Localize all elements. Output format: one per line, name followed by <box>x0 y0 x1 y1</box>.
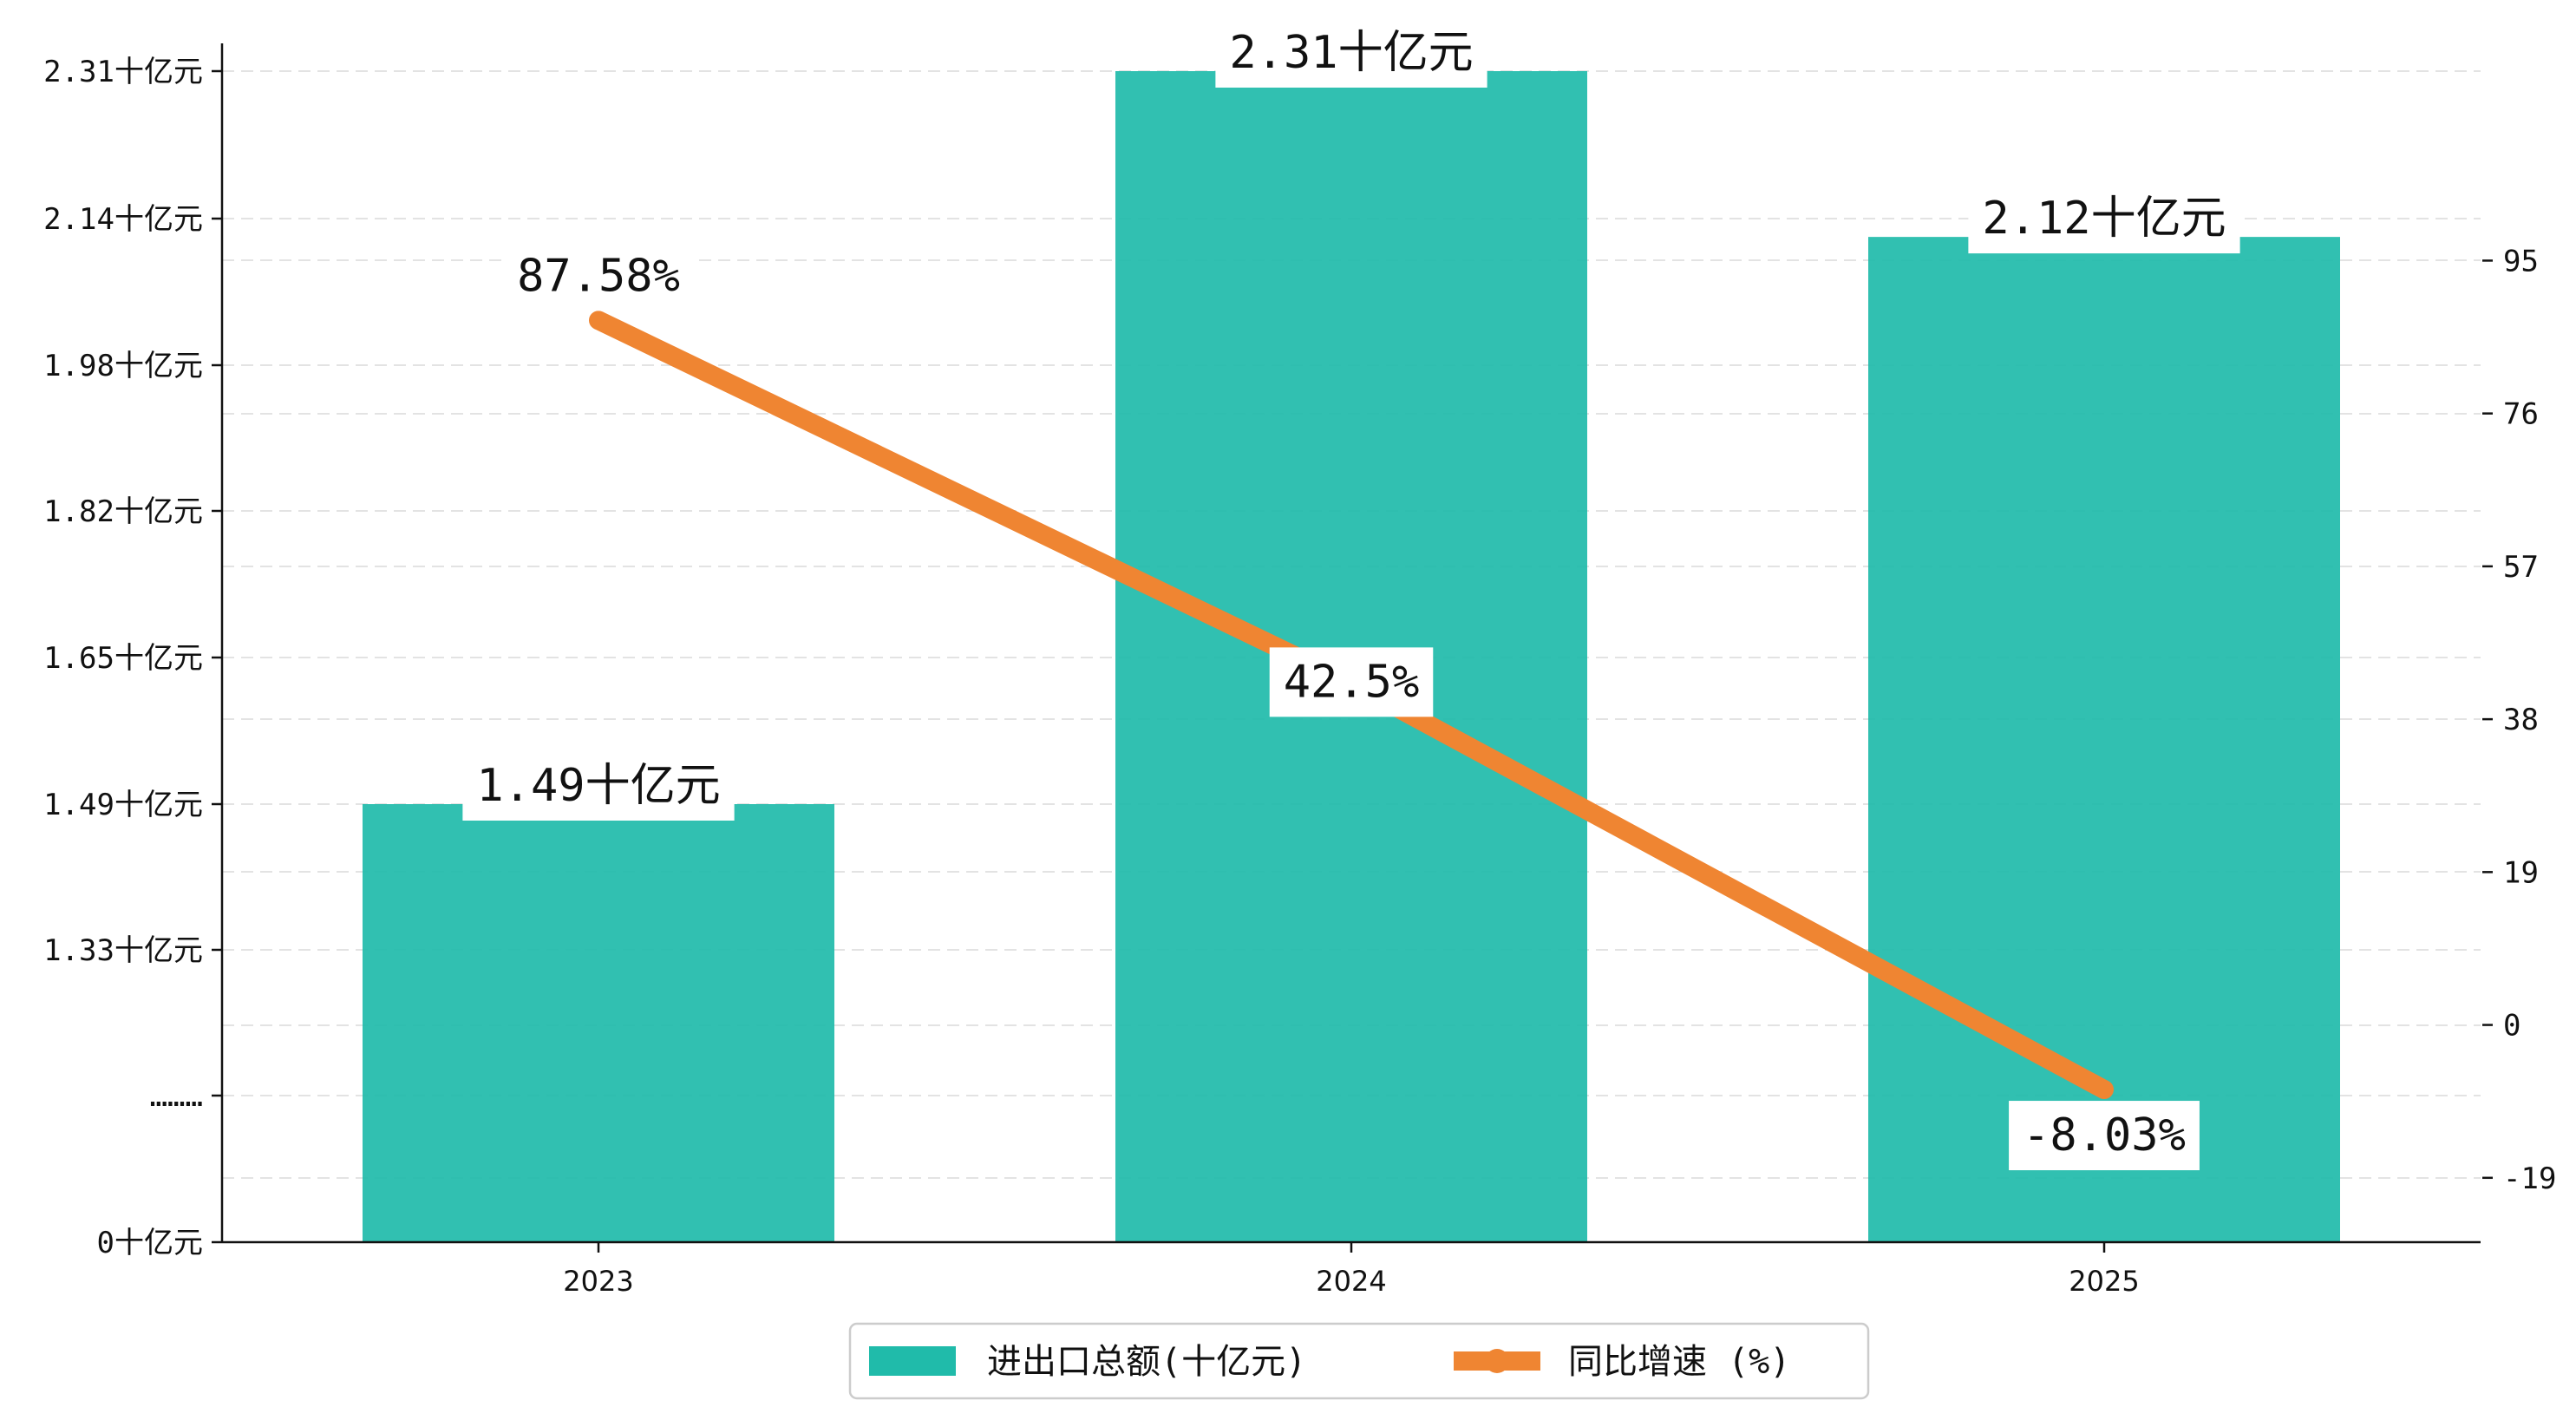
x-tick-label-2024: 2024 <box>1316 1265 1386 1298</box>
bar-value-label-2024: 2.31十亿元 <box>1215 18 1487 88</box>
bar-value-label-2025-box <box>1968 184 2240 254</box>
bar-2023 <box>363 804 834 1242</box>
legend-label-bars: 进出口总额(十亿元) <box>987 1342 1306 1382</box>
data-labels: 1.49十亿元 2.31十亿元 2.12十亿元 87.58% 42.5% -8.03% <box>462 18 2240 1171</box>
bar-value-label-2023-text: 1.49十亿元 <box>476 760 720 812</box>
y-left-tick-label: 1.65十亿元 <box>43 641 203 676</box>
y-right-tick-label: 38 <box>2503 703 2539 737</box>
growth-value-label-2023-text: 87.58% <box>517 250 680 302</box>
y-right-tick-label: 95 <box>2503 244 2539 278</box>
growth-value-label-2025-text: -8.03% <box>2023 1109 2186 1162</box>
growth-value-label-2024: 42.5% <box>1269 647 1434 717</box>
y-left-tick-label: 0十亿元 <box>97 1226 203 1260</box>
legend: 进出口总额(十亿元) 同比增速 (%) <box>848 1322 1870 1400</box>
bar-value-label-2025: 2.12十亿元 <box>1968 184 2240 254</box>
growth-value-label-2023: 87.58% <box>503 241 694 311</box>
y-right-tick-label: 57 <box>2503 550 2539 585</box>
x-tick-label-2023: 2023 <box>563 1265 633 1298</box>
y-left-tick-label: 1.33十亿元 <box>43 933 203 968</box>
growth-value-label-2025: -8.03% <box>2009 1101 2200 1171</box>
growth-value-label-2024-text: 42.5% <box>1284 656 1420 708</box>
bar-value-label-2025-text: 2.12十亿元 <box>1982 193 2226 245</box>
y-left-tick-label: 2.31十亿元 <box>43 55 203 89</box>
growth-value-label-2023-box <box>503 241 694 311</box>
y-left-tick-label: 2.14十亿元 <box>43 202 203 237</box>
y-left-tick-label: 1.98十亿元 <box>43 349 203 383</box>
y-left-tick-label: ……… <box>150 1079 203 1114</box>
legend-box <box>848 1322 1870 1400</box>
bar-value-label-2023-box <box>462 751 735 821</box>
growth-value-label-2024-box <box>1269 647 1434 717</box>
x-tick-label-2025: 2025 <box>2069 1265 2139 1298</box>
y-left-tick-label: 1.49十亿元 <box>43 788 203 822</box>
axes: 0十亿元 ……… 1.33十亿元 1.49十亿元 1.65十亿元 1.82十亿元 1.98十… <box>43 43 2556 1298</box>
y-right-tick-label: -19 <box>2503 1162 2556 1196</box>
growth-point-2023 <box>589 311 608 330</box>
y-right-tick-label: 19 <box>2503 855 2539 890</box>
bar-2025 <box>1868 237 2340 1242</box>
bar-value-label-2024-box <box>1215 18 1487 88</box>
legend-swatch-marker <box>1485 1349 1509 1373</box>
legend-swatch-bars <box>869 1346 956 1376</box>
bar-series <box>363 71 2340 1242</box>
growth-point-2025 <box>2095 1080 2114 1100</box>
bar-value-label-2024-text: 2.31十亿元 <box>1229 27 1473 79</box>
legend-label-line: 同比增速 (%) <box>1568 1342 1790 1382</box>
bar-value-label-2023: 1.49十亿元 <box>462 751 735 821</box>
y-right-tick-label: 76 <box>2503 397 2539 432</box>
y-right-tick-label: 0 <box>2503 1009 2520 1044</box>
growth-value-label-2025-box <box>2009 1101 2200 1171</box>
y-left-tick-label: 1.82十亿元 <box>43 494 203 529</box>
